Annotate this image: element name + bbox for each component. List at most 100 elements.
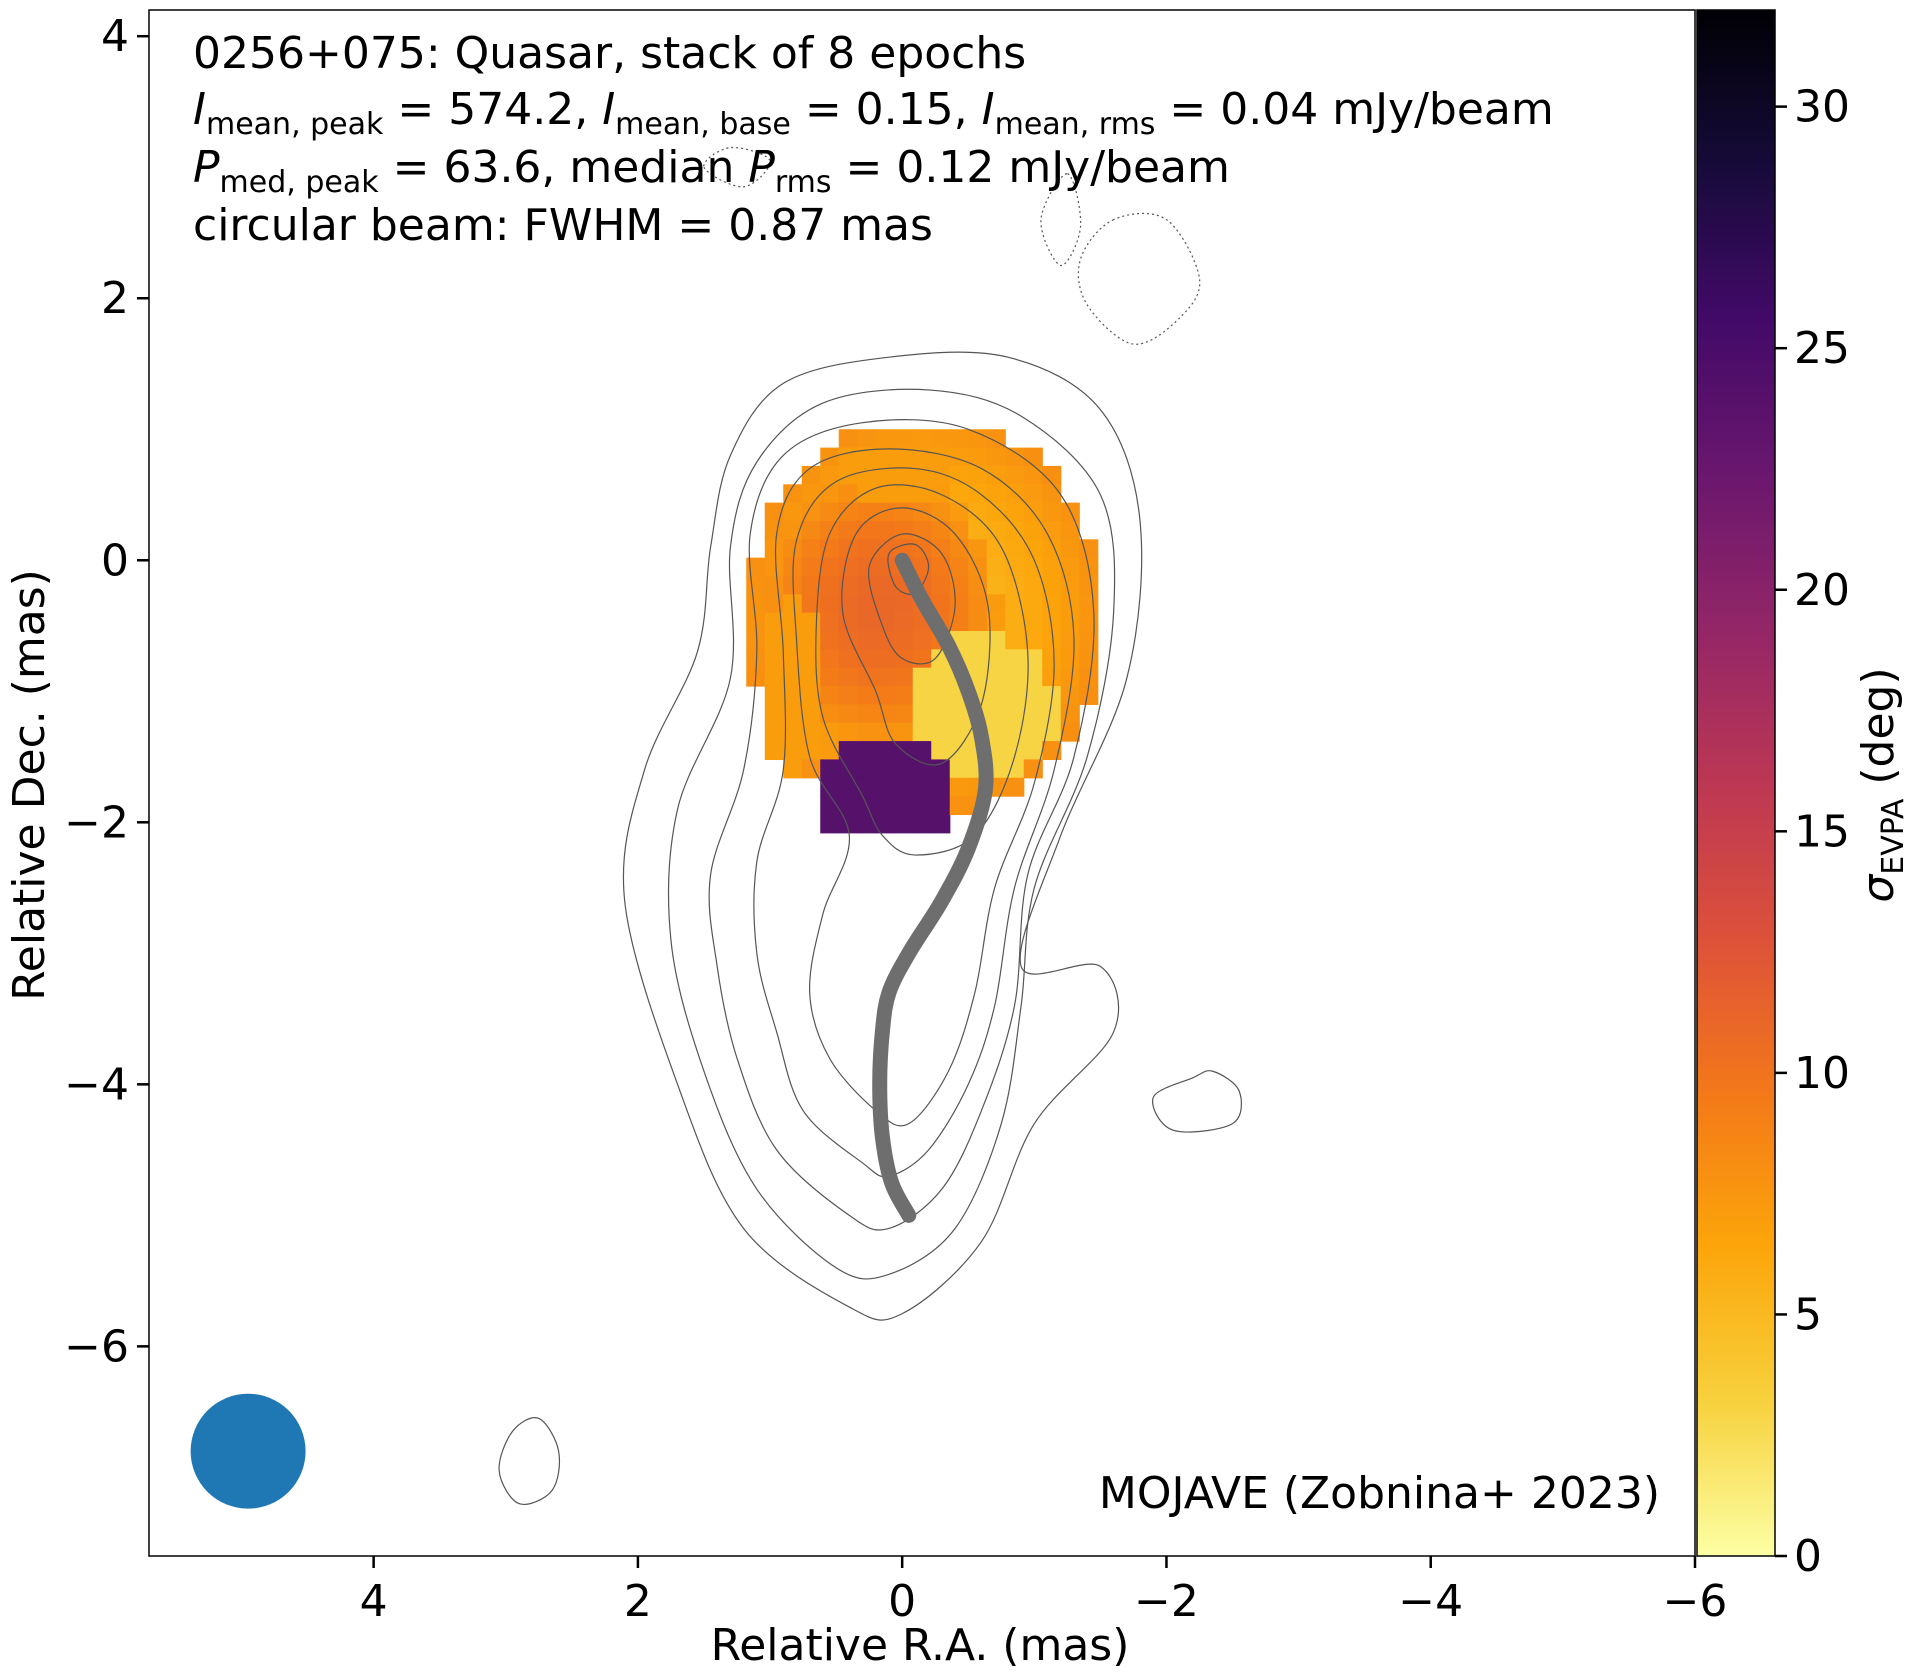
polarization-pixel [764, 520, 784, 540]
polarization-pixel [894, 704, 914, 724]
polarization-pixel [1060, 612, 1080, 632]
polarization-pixel [986, 649, 1006, 669]
polarization-pixel [875, 649, 895, 669]
polarization-pixel [783, 649, 803, 669]
polarization-pixel [931, 686, 951, 705]
polarization-pixel [783, 594, 803, 614]
polarization-pixel [949, 777, 969, 797]
polarization-pixel [820, 447, 840, 467]
colorbar-tick-label: 0 [1794, 1531, 1822, 1582]
polarization-pixel [1060, 686, 1080, 705]
polarization-pixel [894, 484, 914, 504]
polarization-pixel [1060, 704, 1080, 724]
polarization-pixel [857, 631, 877, 650]
polarization-pixel [912, 686, 932, 705]
polarization-pixel [783, 502, 803, 522]
polarization-pixel [857, 686, 877, 705]
polarization-pixel [783, 667, 803, 687]
polarization-pixel [838, 777, 858, 797]
polarization-pixel [1005, 777, 1025, 797]
polarization-pixel [820, 539, 840, 559]
polarization-pixel [986, 631, 1006, 650]
polarization-pixel [875, 539, 895, 559]
polarization-pixel [894, 465, 914, 485]
polarization-pixel [857, 704, 877, 724]
polarization-pixel [820, 631, 840, 650]
polarization-pixel [820, 722, 840, 742]
polarization-pixel [857, 429, 877, 449]
polarization-pixel [820, 759, 840, 779]
polarization-pixel [838, 447, 858, 467]
polarization-pixel [1005, 686, 1025, 705]
polarization-pixel [1023, 575, 1043, 595]
polarization-pixel [968, 594, 988, 614]
polarization-pixel [949, 502, 969, 522]
polarization-pixel [820, 686, 840, 705]
polarization-pixel [986, 612, 1006, 632]
polarization-pixel [986, 575, 1006, 595]
polarization-pixel [931, 814, 951, 834]
polarization-pixel [986, 667, 1006, 687]
polarization-pixel [968, 447, 988, 467]
polarization-pixel [764, 704, 784, 724]
polarization-pixel [968, 465, 988, 485]
polarization-pixel [1005, 465, 1025, 485]
polarization-pixel [1023, 539, 1043, 559]
polarization-pixel [894, 429, 914, 449]
polarization-pixel [857, 484, 877, 504]
polarization-pixel [764, 741, 784, 761]
polarization-pixel [894, 447, 914, 467]
polarization-pixel [783, 539, 803, 559]
polarization-pixel [912, 557, 932, 577]
polarization-pixel [1042, 484, 1062, 504]
polarization-pixel [783, 686, 803, 705]
polarization-pixel [894, 814, 914, 834]
polarization-pixel [857, 777, 877, 797]
polarization-pixel [1005, 502, 1025, 522]
polarization-pixel [838, 612, 858, 632]
polarization-pixel [949, 484, 969, 504]
polarization-pixel [820, 502, 840, 522]
colorbar [1696, 9, 1776, 1557]
polarization-pixel [986, 539, 1006, 559]
y-tick-label: 0 [101, 535, 129, 586]
polarization-pixel [1060, 667, 1080, 687]
polarization-pixel [1023, 612, 1043, 632]
contour-line [708, 419, 1095, 1231]
polarization-pixel [838, 686, 858, 705]
polarization-pixel [875, 667, 895, 687]
polarization-pixel [875, 722, 895, 742]
polarization-pixel [764, 667, 784, 687]
polarization-pixel [968, 429, 988, 449]
polarization-pixel [875, 575, 895, 595]
polarization-pixel [1042, 557, 1062, 577]
polarization-pixel [857, 594, 877, 614]
polarization-pixel [1079, 612, 1099, 632]
polarization-pixel [838, 484, 858, 504]
polarization-pixel [857, 575, 877, 595]
polarization-pixel [875, 814, 895, 834]
x-tick-label: 2 [624, 1576, 652, 1627]
y-axis-ticks: 4 2 0 −2 −4 −6 [64, 11, 149, 1372]
axes-frame [148, 9, 1696, 1557]
polarization-pixel [1005, 484, 1025, 504]
polarization-pixel [801, 704, 821, 724]
polarization-pixel [820, 484, 840, 504]
polarization-pixel [764, 539, 784, 559]
polarization-pixel [875, 612, 895, 632]
polarization-pixel [783, 759, 803, 779]
polarization-pixel [838, 741, 858, 761]
contour-line [792, 467, 1055, 1127]
polarization-pixel [1042, 502, 1062, 522]
polarization-pixel [838, 520, 858, 540]
title-line-1: 0256+075: Quasar, stack of 8 epochs [193, 28, 1026, 79]
polarization-pixel [857, 759, 877, 779]
polarization-pixel [857, 667, 877, 687]
polarization-pixel [931, 502, 951, 522]
polarization-pixel [820, 594, 840, 614]
contour-line [1152, 1070, 1242, 1133]
polarization-pixel [986, 557, 1006, 577]
polarization-pixel [894, 631, 914, 650]
polarization-pixel [894, 777, 914, 797]
polarization-pixel [931, 759, 951, 779]
